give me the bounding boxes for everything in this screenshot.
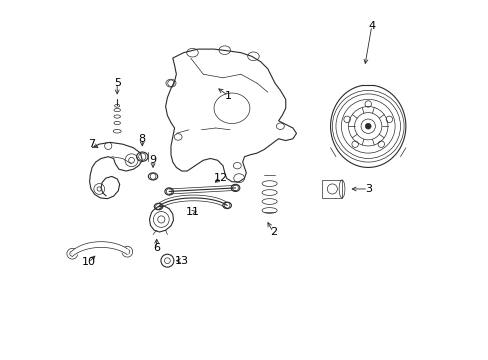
Text: 11: 11 xyxy=(185,207,199,217)
Text: 10: 10 xyxy=(81,257,95,267)
Bar xyxy=(322,180,341,198)
Circle shape xyxy=(365,123,370,129)
Text: 9: 9 xyxy=(149,155,156,165)
Text: 6: 6 xyxy=(153,243,160,253)
Text: 7: 7 xyxy=(88,139,96,149)
Text: 2: 2 xyxy=(269,227,276,237)
Text: 12: 12 xyxy=(214,173,228,183)
Text: 13: 13 xyxy=(174,256,188,266)
Text: 5: 5 xyxy=(114,78,121,88)
Text: 1: 1 xyxy=(224,91,231,101)
Text: 4: 4 xyxy=(367,21,375,31)
Text: 8: 8 xyxy=(139,134,145,144)
Text: 3: 3 xyxy=(364,184,371,194)
